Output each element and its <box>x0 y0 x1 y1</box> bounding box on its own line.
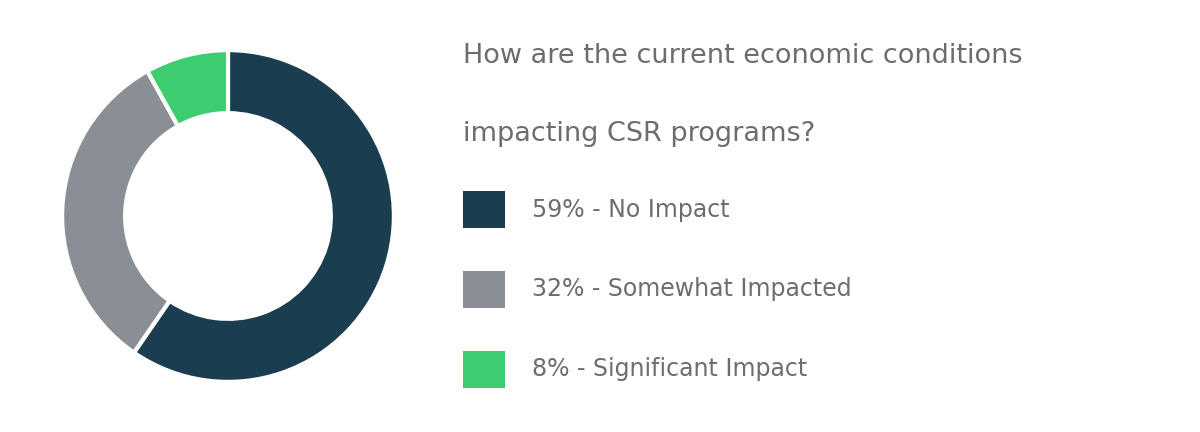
Text: 59% - No Impact: 59% - No Impact <box>532 197 730 222</box>
Text: How are the current economic conditions: How are the current economic conditions <box>463 43 1022 69</box>
FancyBboxPatch shape <box>463 351 505 388</box>
FancyBboxPatch shape <box>463 191 505 228</box>
FancyBboxPatch shape <box>463 271 505 308</box>
Text: 32% - Somewhat Impacted: 32% - Somewhat Impacted <box>532 277 852 302</box>
Wedge shape <box>148 50 228 126</box>
Text: impacting CSR programs?: impacting CSR programs? <box>463 121 815 147</box>
Wedge shape <box>62 71 178 353</box>
Text: 8% - Significant Impact: 8% - Significant Impact <box>532 357 808 381</box>
Wedge shape <box>134 50 394 382</box>
